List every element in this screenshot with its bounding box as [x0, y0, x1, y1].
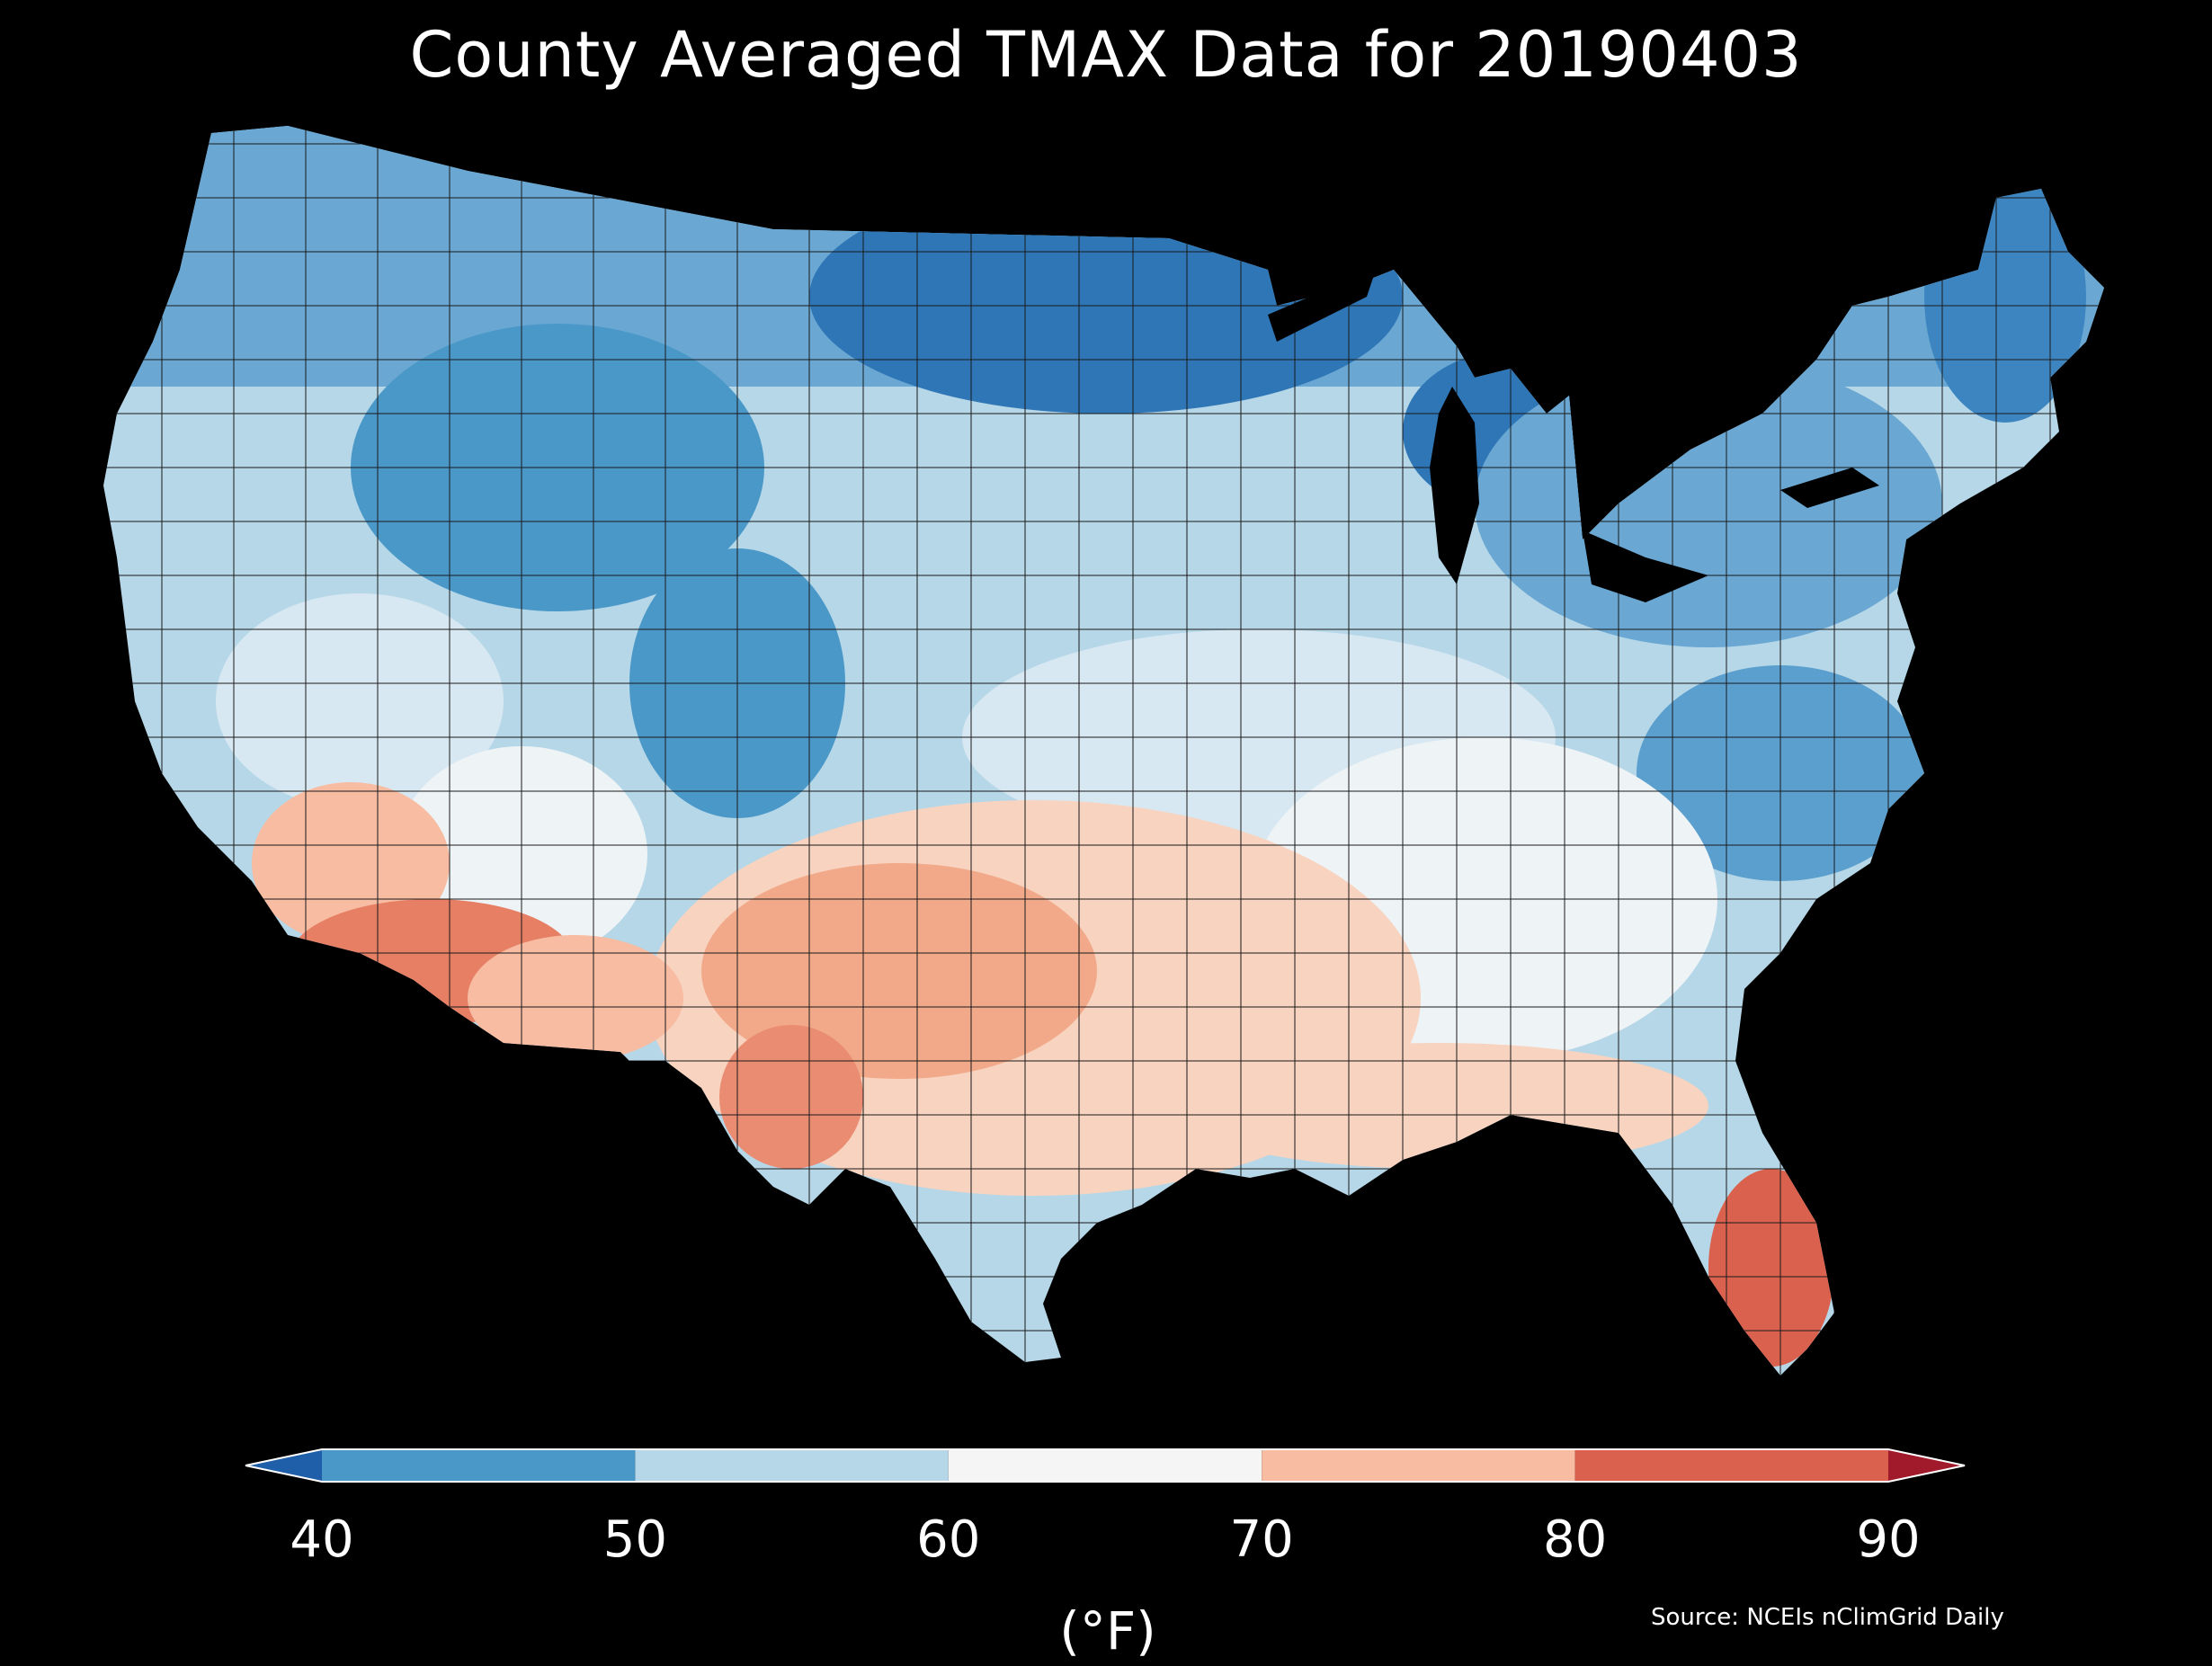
colorbar-bin [948, 1449, 1262, 1482]
lake-erie [1583, 530, 1708, 602]
colorbar-bin [635, 1449, 949, 1482]
colorbar-unit-label: (°F) [1059, 1600, 1156, 1662]
colorbar-tick-label: 60 [916, 1510, 981, 1569]
colorbar-tick-label: 90 [1856, 1510, 1921, 1569]
colorbar-tick-label: 70 [1229, 1510, 1294, 1569]
colorbar-tick-label: 40 [290, 1510, 354, 1569]
map-title: County Averaged TMAX Data for 20190403 [409, 18, 1803, 92]
colorbar [245, 1448, 1966, 1483]
colorbar-extend-low [245, 1449, 322, 1482]
colorbar-bin [322, 1449, 636, 1482]
lake-michigan [1430, 387, 1479, 584]
colorbar-extend-high [1888, 1449, 1965, 1482]
colorbar-bin [1574, 1449, 1888, 1482]
colorbar-bin [1262, 1449, 1575, 1482]
colorbar-outline [245, 1448, 1966, 1483]
colorbar-tick-label: 50 [602, 1510, 668, 1569]
colorbar-tick-label: 80 [1542, 1510, 1608, 1569]
lake-ontario [1780, 468, 1879, 508]
source-credit: Source: NCEIs nClimGrid Daily [1651, 1604, 2004, 1631]
county-fill-layer [103, 126, 2104, 1376]
lake-superior [1268, 270, 1376, 342]
